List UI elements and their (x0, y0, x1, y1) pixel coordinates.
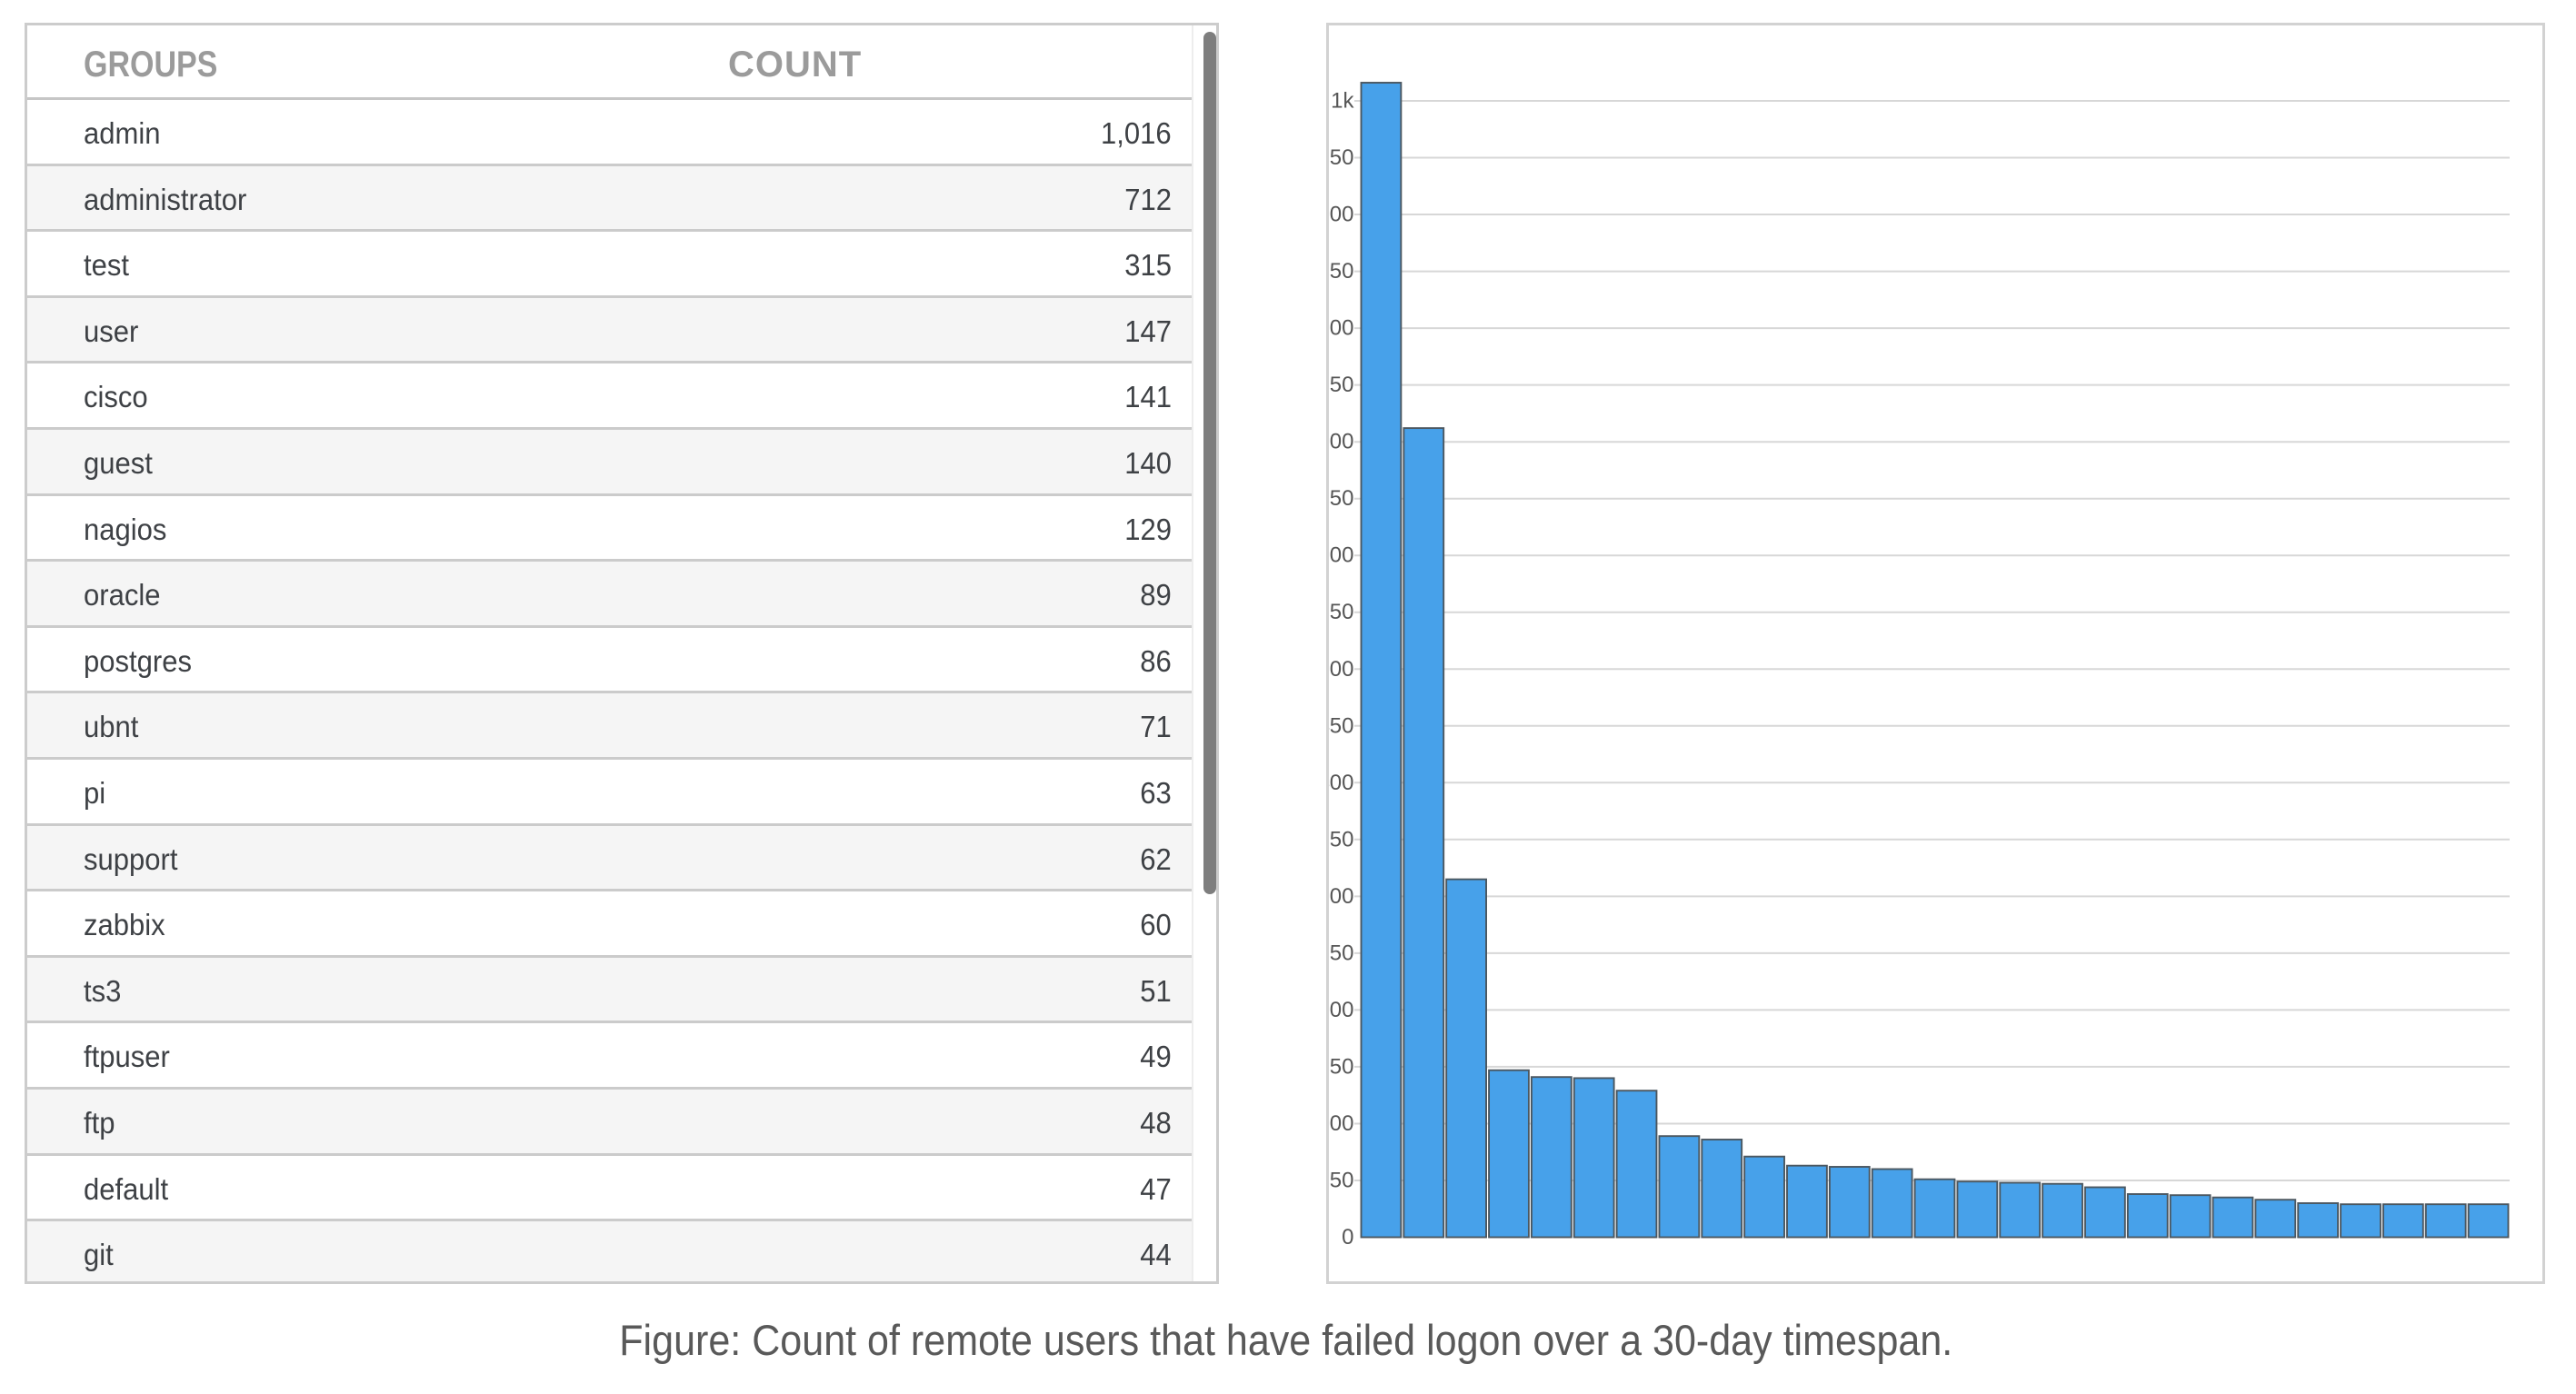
svg-text:1k: 1k (1331, 89, 1354, 114)
svg-text:950: 950 (1329, 145, 1354, 170)
svg-text:700: 700 (1329, 430, 1354, 454)
svg-text:0: 0 (1342, 1225, 1353, 1250)
svg-text:350: 350 (1329, 827, 1354, 851)
svg-text:500: 500 (1329, 657, 1354, 682)
svg-text:600: 600 (1329, 543, 1354, 568)
svg-text:400: 400 (1329, 771, 1354, 795)
svg-text:450: 450 (1329, 713, 1354, 738)
svg-text:250: 250 (1329, 941, 1354, 965)
svg-text:900: 900 (1329, 203, 1354, 227)
svg-text:550: 550 (1329, 600, 1354, 624)
svg-text:200: 200 (1329, 998, 1354, 1022)
svg-text:100: 100 (1329, 1111, 1354, 1136)
svg-text:850: 850 (1329, 259, 1354, 284)
svg-text:800: 800 (1329, 316, 1354, 341)
svg-text:300: 300 (1329, 884, 1354, 909)
svg-text:50: 50 (1330, 1169, 1354, 1193)
svg-text:150: 150 (1329, 1054, 1354, 1079)
svg-text:650: 650 (1329, 486, 1354, 511)
svg-text:750: 750 (1329, 373, 1354, 397)
